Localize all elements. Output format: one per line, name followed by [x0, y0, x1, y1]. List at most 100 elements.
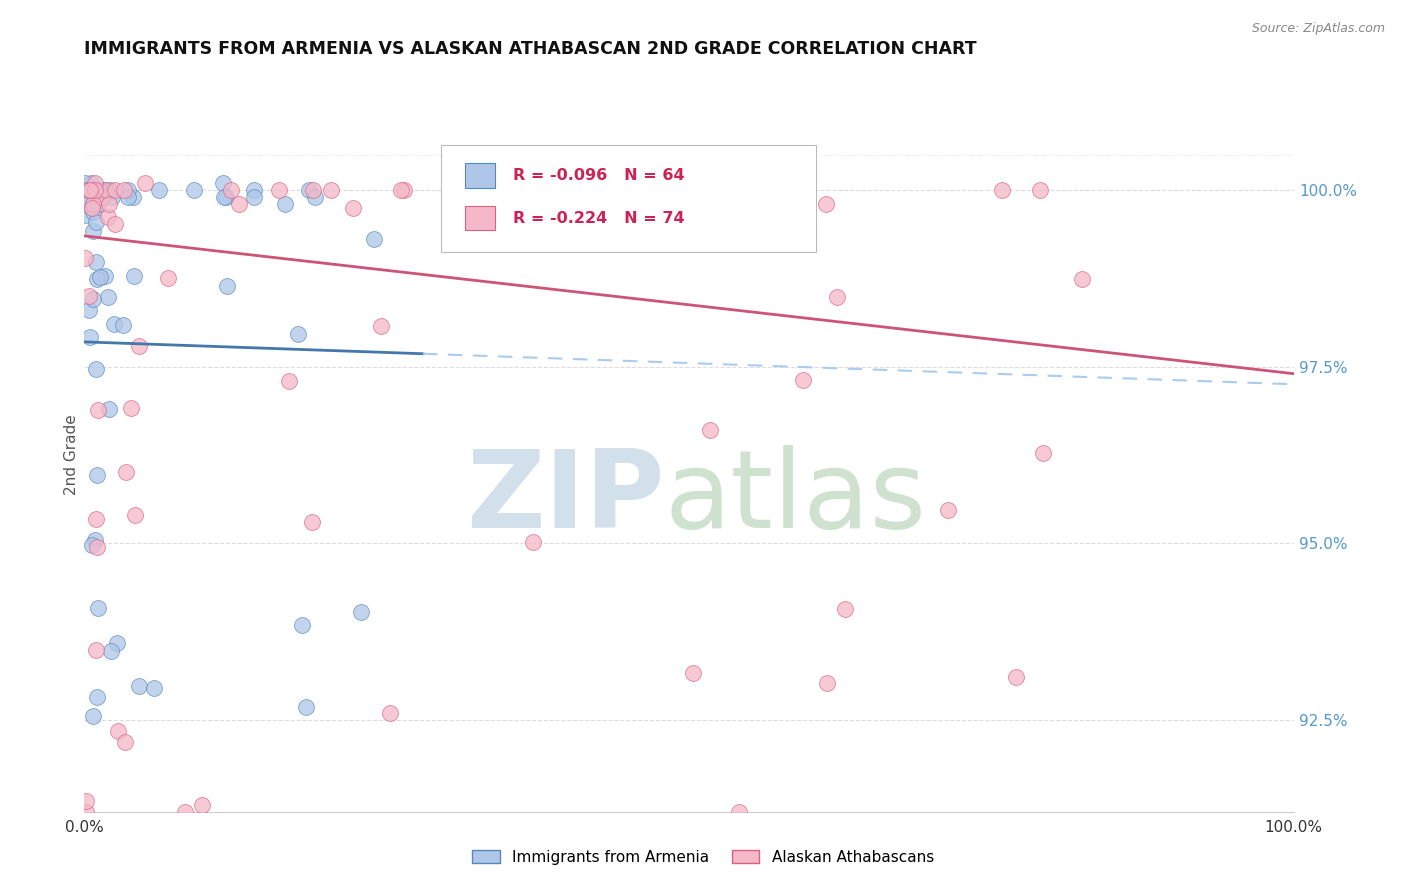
Point — [472, 183, 495, 197]
Point — [84, 215, 107, 229]
Point — [94, 268, 117, 283]
Point — [128, 679, 150, 693]
Point — [704, 183, 727, 197]
Point — [212, 190, 235, 204]
Bar — [465, 205, 495, 230]
Point — [122, 190, 145, 204]
Point — [212, 176, 235, 190]
Point — [454, 176, 477, 190]
Point — [477, 198, 499, 212]
Point — [103, 318, 125, 332]
Point — [105, 635, 128, 649]
Point — [104, 183, 127, 197]
Point — [73, 176, 96, 190]
Point — [370, 319, 392, 334]
Point — [1005, 670, 1028, 684]
Point — [101, 190, 124, 204]
Point — [93, 183, 115, 197]
Point — [380, 706, 402, 720]
Point — [120, 401, 142, 416]
Point — [84, 255, 107, 269]
Text: R = -0.224   N = 74: R = -0.224 N = 74 — [513, 211, 685, 226]
Point — [792, 373, 814, 387]
Point — [86, 467, 108, 482]
Point — [84, 643, 107, 657]
Point — [190, 798, 212, 813]
Point — [87, 403, 110, 417]
Point — [79, 183, 101, 197]
Point — [73, 251, 96, 265]
Point — [174, 805, 197, 819]
Point — [717, 183, 740, 197]
Point — [349, 605, 371, 619]
Point — [76, 183, 98, 197]
Point — [142, 681, 165, 696]
Point — [82, 709, 104, 723]
Point — [733, 183, 755, 197]
Point — [148, 183, 170, 197]
Point — [243, 190, 266, 204]
Point — [728, 805, 751, 819]
Point — [815, 676, 838, 690]
Point — [87, 197, 110, 211]
Point — [97, 290, 120, 304]
Point — [82, 293, 104, 307]
Point — [363, 232, 385, 246]
Legend: Immigrants from Armenia, Alaskan Athabascans: Immigrants from Armenia, Alaskan Athabas… — [465, 844, 941, 871]
Point — [617, 190, 640, 204]
Point — [662, 183, 685, 197]
Point — [1032, 446, 1054, 460]
Point — [128, 339, 150, 353]
Point — [75, 805, 97, 819]
Point — [124, 508, 146, 523]
Point — [93, 183, 115, 197]
Point — [82, 224, 104, 238]
Point — [103, 217, 125, 231]
Point — [217, 279, 239, 293]
Point — [274, 197, 297, 211]
Point — [89, 270, 111, 285]
Point — [291, 617, 314, 632]
Point — [156, 271, 179, 285]
Point — [287, 326, 309, 341]
Text: Source: ZipAtlas.com: Source: ZipAtlas.com — [1251, 22, 1385, 36]
Point — [991, 183, 1014, 197]
Y-axis label: 2nd Grade: 2nd Grade — [63, 415, 79, 495]
Point — [699, 423, 721, 437]
Text: atlas: atlas — [665, 445, 927, 550]
Point — [79, 183, 101, 197]
Point — [522, 534, 544, 549]
Point — [77, 303, 100, 318]
Point — [76, 183, 98, 197]
Point — [112, 183, 135, 197]
Point — [79, 183, 101, 197]
Point — [117, 190, 139, 204]
Point — [183, 183, 205, 197]
Point — [686, 183, 709, 197]
Point — [512, 183, 534, 197]
Bar — [465, 162, 495, 187]
Point — [278, 375, 301, 389]
Point — [86, 271, 108, 285]
Point — [98, 183, 121, 197]
Point — [84, 183, 107, 197]
Point — [79, 289, 101, 303]
Point — [86, 540, 108, 554]
Point — [228, 197, 250, 211]
Point — [84, 362, 107, 376]
Text: IMMIGRANTS FROM ARMENIA VS ALASKAN ATHABASCAN 2ND GRADE CORRELATION CHART: IMMIGRANTS FROM ARMENIA VS ALASKAN ATHAB… — [84, 40, 977, 58]
Point — [724, 190, 747, 204]
Point — [79, 330, 101, 344]
Point — [815, 197, 838, 211]
Point — [90, 190, 112, 204]
Point — [75, 208, 97, 222]
Point — [530, 183, 553, 197]
Point — [112, 318, 135, 333]
Point — [319, 183, 342, 197]
Point — [389, 183, 412, 197]
Point — [86, 690, 108, 704]
Point — [297, 183, 319, 197]
FancyBboxPatch shape — [441, 145, 815, 252]
Point — [779, 183, 801, 197]
Point — [82, 537, 104, 551]
